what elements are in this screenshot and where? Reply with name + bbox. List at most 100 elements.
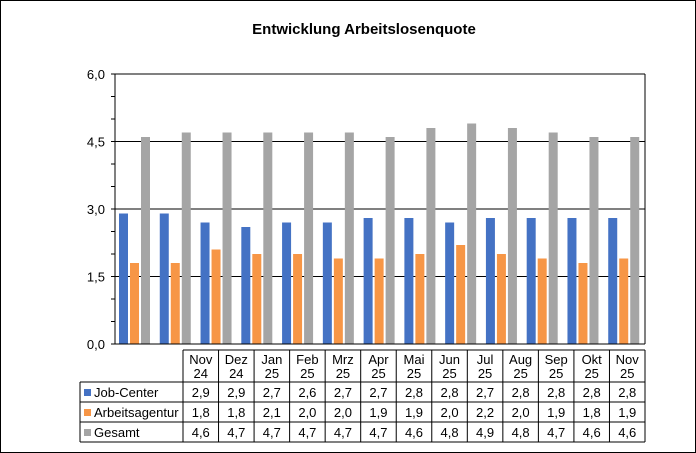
table-cell: 2,8 [440, 385, 458, 400]
bar-gesamt [304, 132, 314, 344]
x-tick-label: Nov [616, 352, 640, 367]
bar-job-center [241, 227, 251, 344]
table-cell: 4,7 [227, 425, 245, 440]
y-tick-label: 6,0 [87, 67, 105, 82]
table-cell: 2,7 [476, 385, 494, 400]
bar-job-center [567, 218, 577, 344]
table-cell: 4,7 [369, 425, 387, 440]
legend-label: Gesamt [94, 425, 140, 440]
x-tick-label: Mrz [332, 352, 354, 367]
x-tick-label: 25 [265, 366, 279, 381]
x-tick-label: 25 [549, 366, 563, 381]
table-cell: 2,7 [369, 385, 387, 400]
table-cell: 2,1 [263, 405, 281, 420]
x-tick-label: Jan [261, 352, 282, 367]
y-tick-label: 1,5 [87, 270, 105, 285]
table-cell: 2,0 [440, 405, 458, 420]
bar-gesamt [344, 132, 354, 344]
bar-gesamt [222, 132, 232, 344]
table-cell: 4,7 [263, 425, 281, 440]
table-cell: 2,8 [512, 385, 530, 400]
table-cell: 1,9 [618, 405, 636, 420]
x-tick-label: Feb [296, 352, 318, 367]
table-cell: 2,8 [547, 385, 565, 400]
bar-job-center [526, 218, 536, 344]
x-tick-label: 25 [407, 366, 421, 381]
legend-label: Arbeitsagentur [94, 405, 179, 420]
chart-title: Entwicklung Arbeitslosenquote [252, 21, 476, 38]
bar-arbeitsagentur [211, 249, 221, 344]
y-tick-label: 4,5 [87, 135, 105, 150]
bar-job-center [363, 218, 373, 344]
bar-arbeitsagentur [496, 254, 506, 344]
table-cell: 4,8 [512, 425, 530, 440]
x-tick-label: Okt [582, 352, 603, 367]
x-tick-label: Apr [368, 352, 389, 367]
bar-gesamt [385, 137, 395, 344]
table-cell: 4,6 [192, 425, 210, 440]
x-tick-label: 25 [513, 366, 527, 381]
bar-gesamt [141, 137, 150, 344]
table-cell: 4,8 [440, 425, 458, 440]
table-cell: 1,9 [405, 405, 423, 420]
table-cell: 2,9 [192, 385, 210, 400]
x-tick-label: 24 [229, 366, 243, 381]
bar-job-center [159, 213, 169, 344]
x-tick-label: Nov [189, 352, 213, 367]
bar-arbeitsagentur [537, 258, 547, 344]
x-tick-label: Aug [509, 352, 532, 367]
bar-job-center [485, 218, 495, 344]
x-tick-label: Jul [477, 352, 494, 367]
table-cell: 2,8 [618, 385, 636, 400]
x-tick-label: 25 [478, 366, 492, 381]
table-cell: 4,6 [405, 425, 423, 440]
table-cell: 1,8 [227, 405, 245, 420]
x-tick-label: Jun [439, 352, 460, 367]
table-cell: 4,6 [618, 425, 636, 440]
table-cell: 2,6 [298, 385, 316, 400]
bar-job-center [119, 213, 128, 344]
x-tick-label: Dez [225, 352, 248, 367]
bar-gesamt [181, 132, 191, 344]
bar-gesamt [263, 132, 273, 344]
table-cell: 4,9 [476, 425, 494, 440]
bar-arbeitsagentur [374, 258, 384, 344]
legend-swatch [84, 389, 91, 396]
y-tick-label: 3,0 [87, 202, 105, 217]
table-cell: 2,8 [405, 385, 423, 400]
table-cell: 1,8 [192, 405, 210, 420]
table-cell: 1,9 [547, 405, 565, 420]
bar-gesamt [548, 132, 558, 344]
table-cell: 2,2 [476, 405, 494, 420]
table-cell: 1,8 [583, 405, 601, 420]
bar-arbeitsagentur [578, 263, 588, 344]
bar-gesamt [589, 137, 599, 344]
y-tick-label: 0,0 [87, 337, 105, 352]
legend-swatch [84, 429, 91, 436]
table-cell: 4,6 [583, 425, 601, 440]
x-tick-label: 25 [336, 366, 350, 381]
bar-arbeitsagentur [619, 258, 629, 344]
legend-label: Job-Center [94, 385, 159, 400]
bar-gesamt [630, 137, 640, 344]
table-cell: 4,7 [547, 425, 565, 440]
bar-job-center [282, 222, 292, 344]
bar-job-center [200, 222, 210, 344]
x-tick-label: 25 [442, 366, 456, 381]
x-tick-label: Mai [404, 352, 425, 367]
table-cell: 2,8 [583, 385, 601, 400]
bar-gesamt [426, 128, 436, 344]
bar-gesamt [467, 123, 477, 344]
table-cell: 2,9 [227, 385, 245, 400]
bar-arbeitsagentur [333, 258, 343, 344]
x-tick-label: 24 [194, 366, 208, 381]
table-cell: 2,0 [512, 405, 530, 420]
x-tick-label: 25 [300, 366, 314, 381]
bar-job-center [322, 222, 332, 344]
bar-gesamt [507, 128, 517, 344]
x-tick-label: Sep [545, 352, 568, 367]
bar-arbeitsagentur [252, 254, 262, 344]
bar-arbeitsagentur [415, 254, 425, 344]
bar-job-center [608, 218, 618, 344]
